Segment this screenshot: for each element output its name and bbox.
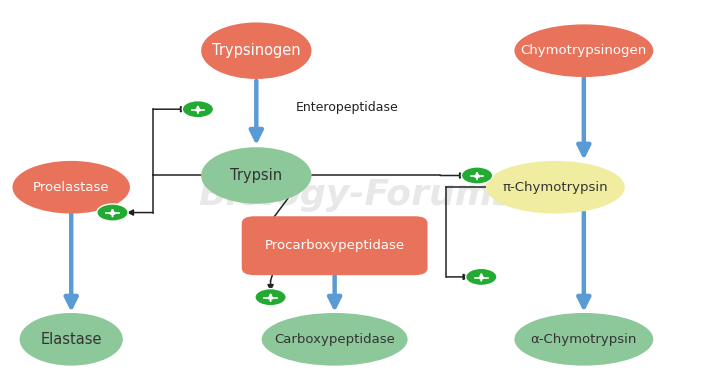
Ellipse shape: [261, 313, 407, 366]
Circle shape: [97, 204, 128, 221]
Text: π-Chymotrypsin: π-Chymotrypsin: [503, 181, 608, 194]
Text: Proelastase: Proelastase: [33, 181, 110, 194]
Text: Biology-Forums: Biology-Forums: [198, 178, 514, 212]
Ellipse shape: [514, 24, 653, 77]
Ellipse shape: [514, 313, 653, 366]
Circle shape: [461, 167, 493, 184]
Text: Chymotrypsinogen: Chymotrypsinogen: [520, 44, 647, 57]
Ellipse shape: [13, 161, 130, 213]
Text: Elastase: Elastase: [41, 332, 102, 347]
Circle shape: [466, 268, 497, 285]
Text: Trypsinogen: Trypsinogen: [212, 43, 300, 58]
FancyBboxPatch shape: [241, 216, 427, 275]
Text: Carboxypeptidase: Carboxypeptidase: [274, 333, 395, 346]
Circle shape: [182, 101, 214, 118]
Ellipse shape: [201, 22, 312, 79]
Text: Procarboxypeptidase: Procarboxypeptidase: [265, 239, 404, 252]
Circle shape: [255, 289, 286, 306]
Ellipse shape: [486, 161, 625, 213]
Text: α-Chymotrypsin: α-Chymotrypsin: [530, 333, 637, 346]
Text: Enteropeptidase: Enteropeptidase: [295, 101, 398, 114]
Ellipse shape: [20, 313, 122, 366]
Ellipse shape: [201, 147, 312, 204]
Text: Trypsin: Trypsin: [230, 168, 283, 183]
